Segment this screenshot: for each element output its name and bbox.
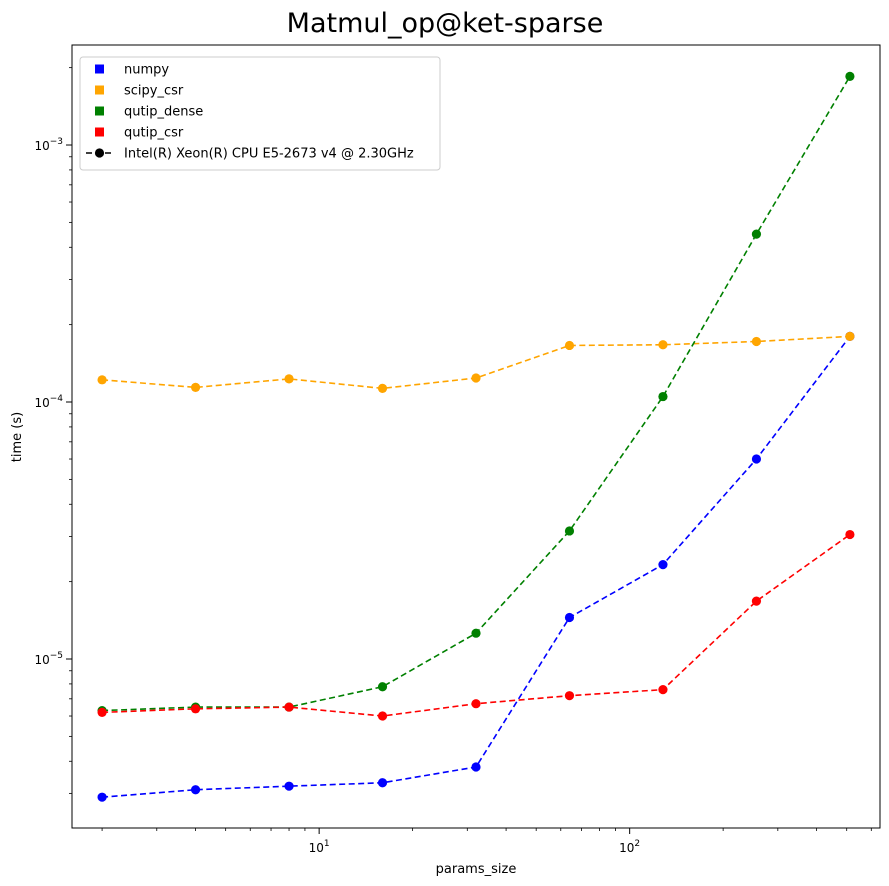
x-tick-label-base: 10 (619, 841, 634, 855)
data-point (658, 559, 668, 570)
series-numpy (97, 331, 855, 802)
legend-item: qutip_csr (95, 126, 184, 141)
data-point (284, 702, 294, 712)
x-tick-label-exp: 2 (634, 839, 640, 849)
data-point (564, 526, 575, 536)
y-tick-label-base: 10 (34, 396, 49, 410)
data-point (845, 529, 855, 540)
data-point (658, 685, 668, 695)
y-tick-label: 10−5 (34, 651, 63, 667)
legend-item: qutip_dense (95, 105, 203, 120)
data-point (471, 699, 481, 709)
series-layer (97, 71, 855, 802)
x-tick-label-base: 10 (309, 841, 324, 855)
data-point (564, 612, 575, 623)
legend-label: Intel(R) Xeon(R) CPU E5-2673 v4 @ 2.30GH… (124, 147, 414, 162)
series-scipy-csr (97, 331, 855, 393)
data-point (564, 340, 575, 351)
y-tick-label: 10−4 (34, 394, 63, 410)
legend-marker (95, 127, 104, 137)
data-point (97, 792, 107, 802)
data-point (751, 229, 762, 239)
legend-item: scipy_csr (95, 84, 184, 99)
legend-item: Intel(R) Xeon(R) CPU E5-2673 v4 @ 2.30GH… (86, 147, 414, 162)
x-tick-label-exp: 1 (324, 839, 330, 849)
legend-label: numpy (124, 63, 169, 78)
x-tick-label: 101 (309, 839, 330, 855)
data-point (751, 336, 762, 347)
data-point (190, 382, 201, 392)
series-line (102, 75, 851, 712)
chart-title: Matmul_op@ket-sparse (287, 8, 604, 39)
y-tick-label-exp: −3 (50, 137, 63, 147)
data-point (377, 682, 388, 692)
data-point (658, 340, 668, 350)
series-qutip-csr (97, 529, 855, 721)
data-point (377, 383, 388, 393)
data-point (471, 628, 481, 638)
data-point (471, 762, 481, 772)
legend-label: qutip_dense (124, 105, 203, 120)
legend-box (79, 56, 441, 171)
x-tick-label: 102 (619, 839, 640, 855)
data-point (284, 781, 294, 791)
plot-frame (71, 44, 881, 829)
data-point (97, 707, 107, 717)
y-tick-label-base: 10 (34, 653, 49, 667)
y-axis-label: time (s) (10, 412, 25, 462)
legend: numpy scipy_csr qutip_dense qutip_csr Intel(… (79, 56, 441, 171)
legend-marker (94, 148, 105, 158)
data-point (658, 391, 668, 402)
y-tick-label-base: 10 (34, 139, 49, 153)
legend-marker (95, 85, 104, 95)
data-point (284, 374, 294, 384)
legend-item: numpy (95, 63, 169, 78)
data-point (377, 778, 388, 788)
legend-marker (95, 106, 104, 116)
y-tick-label-exp: −5 (50, 651, 63, 661)
legend-marker (95, 64, 104, 74)
data-point (564, 691, 575, 701)
data-point (845, 331, 855, 342)
data-point (751, 596, 762, 606)
legend-label: qutip_csr (124, 126, 184, 141)
data-point (190, 704, 201, 714)
data-point (845, 71, 855, 81)
y-tick-label: 10−3 (34, 137, 63, 153)
x-axis-label: params_size (436, 862, 517, 877)
data-point (751, 454, 762, 464)
data-point (97, 375, 107, 385)
series-line (102, 533, 851, 717)
data-point (190, 785, 201, 795)
data-point (471, 373, 481, 383)
series-line (102, 335, 851, 798)
legend-label: scipy_csr (124, 84, 184, 99)
data-point (377, 711, 388, 721)
y-tick-label-exp: −4 (50, 394, 64, 404)
